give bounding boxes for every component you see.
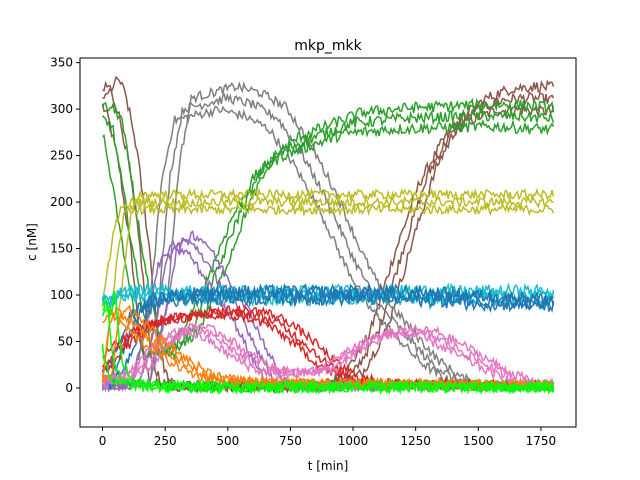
x-tick-label: 1750 bbox=[526, 434, 557, 448]
series-line bbox=[101, 283, 554, 390]
y-tick-label: 300 bbox=[50, 102, 73, 116]
y-axis-label: c [nM] bbox=[25, 223, 39, 261]
x-tick-label: 0 bbox=[99, 434, 107, 448]
x-tick-label: 500 bbox=[216, 434, 239, 448]
y-tick-label: 150 bbox=[50, 242, 73, 256]
series-line bbox=[101, 291, 555, 396]
series-line bbox=[102, 92, 555, 393]
series-line bbox=[101, 108, 555, 362]
y-tick-label: 250 bbox=[50, 149, 73, 163]
series-line bbox=[101, 289, 555, 373]
y-tick-label: 350 bbox=[50, 56, 73, 70]
x-tick-label: 250 bbox=[154, 434, 177, 448]
x-tick-label: 1500 bbox=[463, 434, 494, 448]
plot-frame bbox=[79, 57, 577, 428]
series-line bbox=[101, 298, 555, 396]
y-tick-label: 0 bbox=[65, 381, 73, 395]
chart-title: mkp_mkk bbox=[294, 38, 362, 54]
series-line bbox=[101, 97, 555, 359]
y-tick-label: 50 bbox=[58, 334, 73, 348]
x-tick-label: 1000 bbox=[338, 434, 369, 448]
y-tick-label: 200 bbox=[50, 195, 73, 209]
y-tick-label: 100 bbox=[50, 288, 73, 302]
x-tick-label: 1250 bbox=[400, 434, 431, 448]
x-axis-label: t [min] bbox=[308, 459, 349, 473]
x-ticks: 0 250 500 750 1000 1250 1500 1750 bbox=[99, 427, 556, 448]
series-line bbox=[101, 187, 555, 383]
x-tick-label: 750 bbox=[279, 434, 302, 448]
y-ticks: 0 50 100 150 200 250 300 350 bbox=[50, 56, 80, 395]
series-line bbox=[101, 194, 554, 383]
series-lines bbox=[101, 75, 555, 396]
series-line bbox=[101, 322, 555, 389]
series-line bbox=[101, 202, 555, 308]
series-line bbox=[102, 311, 554, 392]
